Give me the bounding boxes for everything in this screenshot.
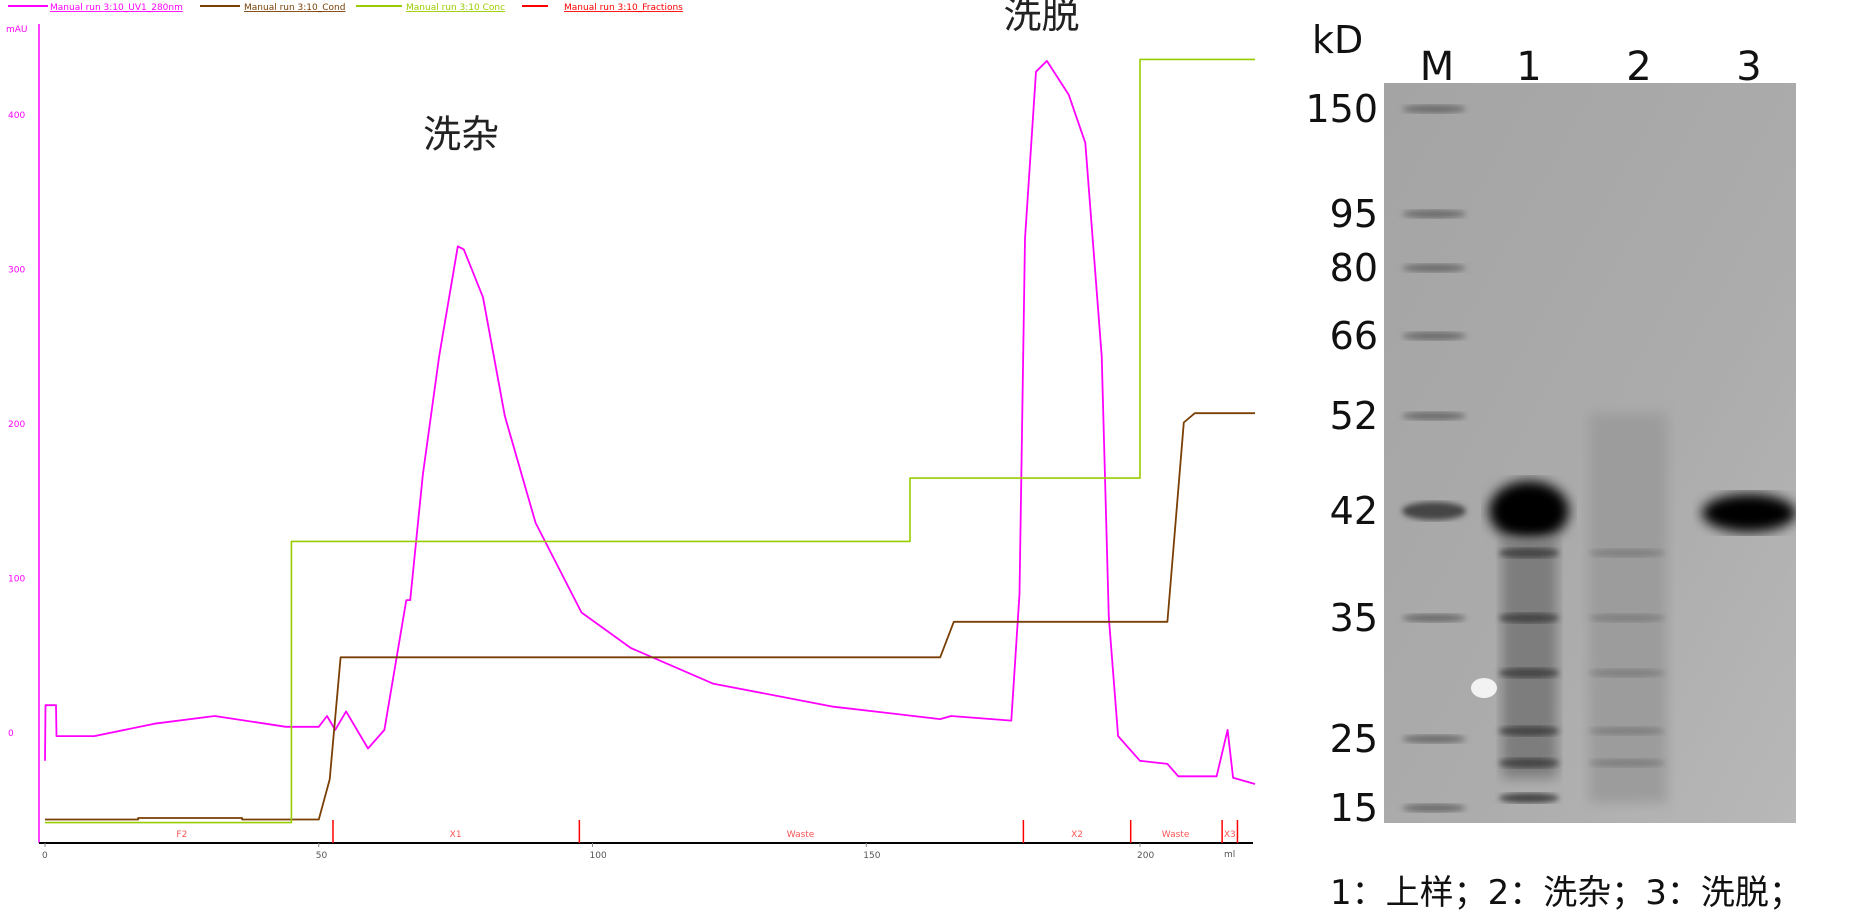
y-tick-label: 100 — [8, 575, 25, 585]
lane-1-band — [1499, 726, 1559, 736]
mw-marker-label: 42 — [1329, 489, 1378, 533]
mw-marker-label: 66 — [1329, 314, 1378, 358]
lane-1-band — [1499, 668, 1559, 678]
lane-1-main-band — [1489, 481, 1569, 541]
gel-caption: 1：上样；2：洗杂；3：洗脱； — [1330, 873, 1803, 913]
y-tick-label: 0 — [8, 729, 14, 739]
x-tick-label: 200 — [1137, 851, 1154, 861]
conductivity-curve — [45, 412, 1255, 821]
lane-label-1: 1 — [1516, 44, 1542, 90]
concentration-curve — [45, 58, 1255, 824]
lane-1-band — [1499, 758, 1559, 768]
lane-1-smear — [1502, 538, 1557, 778]
marker-band — [1402, 210, 1466, 218]
lane-1-band — [1499, 548, 1559, 558]
lane-2-band — [1589, 549, 1665, 557]
marker-band — [1402, 105, 1466, 113]
y-tick-label: 200 — [8, 420, 25, 430]
uv-curve — [44, 60, 1256, 785]
gel-unit-label: kD — [1312, 18, 1364, 62]
fraction-label: F2 — [176, 830, 187, 840]
marker-band — [1402, 804, 1466, 812]
mw-marker-label: 15 — [1329, 786, 1378, 830]
marker-band — [1402, 502, 1466, 520]
mw-marker-label: 80 — [1329, 246, 1378, 290]
x-tick-label: 0 — [42, 851, 48, 861]
marker-band — [1402, 412, 1466, 420]
peak-annotation: 洗杂 — [423, 113, 499, 157]
lane-label-3: 3 — [1736, 44, 1762, 90]
y-axis-label: mAU — [6, 25, 28, 35]
fraction-label: Waste — [787, 830, 815, 840]
marker-band — [1402, 614, 1466, 622]
lane-label-marker: M — [1419, 44, 1455, 90]
x-tick-label: 100 — [590, 851, 607, 861]
mw-marker-label: 95 — [1329, 192, 1378, 236]
lane-2-smear — [1589, 413, 1667, 803]
lane-1-band — [1499, 793, 1559, 803]
x-tick-label: 150 — [863, 851, 880, 861]
lane-label-2: 2 — [1626, 44, 1652, 90]
lane-3-main-band — [1702, 494, 1796, 532]
fraction-label: X3 — [1224, 830, 1236, 840]
marker-band — [1402, 332, 1466, 340]
x-tick-label: 50 — [316, 851, 328, 861]
chromatogram: Manual run 3:10_UV1_280nm Manual run 3:10… — [6, 0, 1256, 861]
fraction-label: Waste — [1162, 830, 1190, 840]
mw-marker-label: 150 — [1305, 87, 1378, 131]
fraction-label: X2 — [1071, 830, 1083, 840]
legend-entry: Manual run 3:10 Conc — [406, 3, 505, 13]
mw-marker-label: 25 — [1329, 717, 1378, 761]
lane-1-band — [1499, 613, 1559, 623]
lane-2-band — [1589, 669, 1665, 677]
x-axis-label: ml — [1224, 850, 1235, 860]
marker-band — [1402, 735, 1466, 743]
legend-entry: Manual run 3:10_Cond — [244, 3, 345, 13]
lane-2-band — [1589, 759, 1665, 767]
legend-entry: Manual run 3:10_UV1_280nm — [50, 3, 183, 13]
legend-entry: Manual run 3:10_Fractions — [564, 3, 683, 13]
y-tick-label: 400 — [8, 111, 25, 121]
mw-marker-label: 35 — [1329, 596, 1378, 640]
sds-page-gel-image — [1384, 83, 1796, 823]
marker-band — [1402, 264, 1466, 272]
y-tick-label: 300 — [8, 266, 25, 276]
lane-2-band — [1589, 727, 1665, 735]
fraction-label: X1 — [450, 830, 462, 840]
lane-2-band — [1589, 614, 1665, 622]
gel-bubble — [1471, 678, 1497, 698]
mw-marker-label: 52 — [1329, 394, 1378, 438]
peak-annotation: 洗脱 — [1003, 0, 1079, 37]
